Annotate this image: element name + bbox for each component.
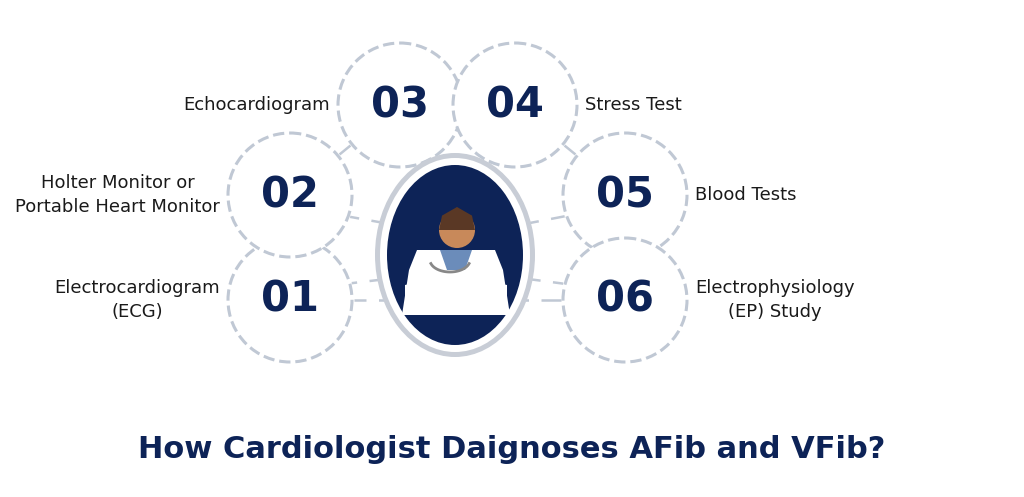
Text: How Cardiologist Daignoses AFib and VFib?: How Cardiologist Daignoses AFib and VFib…	[138, 434, 886, 464]
Circle shape	[563, 133, 687, 257]
Polygon shape	[439, 207, 475, 230]
Circle shape	[228, 238, 352, 362]
Text: Holter Monitor or
Portable Heart Monitor: Holter Monitor or Portable Heart Monitor	[15, 174, 220, 216]
Text: 02: 02	[261, 174, 318, 216]
Ellipse shape	[375, 153, 535, 357]
Circle shape	[439, 212, 475, 248]
Ellipse shape	[380, 158, 530, 352]
Text: Echocardiogram: Echocardiogram	[183, 96, 330, 114]
Text: 04: 04	[486, 84, 544, 126]
Text: 01: 01	[261, 279, 319, 321]
Text: Stress Test: Stress Test	[585, 96, 682, 114]
Circle shape	[338, 43, 462, 167]
Polygon shape	[406, 277, 450, 303]
Circle shape	[453, 43, 577, 167]
Text: 03: 03	[371, 84, 429, 126]
Circle shape	[563, 238, 687, 362]
Text: 06: 06	[596, 279, 654, 321]
Text: Electrocardiogram
(ECG): Electrocardiogram (ECG)	[54, 279, 220, 321]
Ellipse shape	[387, 165, 523, 345]
Text: Blood Tests: Blood Tests	[695, 186, 797, 204]
Text: Electrophysiology
(EP) Study: Electrophysiology (EP) Study	[695, 279, 855, 321]
Polygon shape	[402, 250, 510, 315]
Polygon shape	[458, 277, 507, 303]
Circle shape	[228, 133, 352, 257]
Text: 05: 05	[596, 174, 654, 216]
Polygon shape	[440, 250, 472, 270]
